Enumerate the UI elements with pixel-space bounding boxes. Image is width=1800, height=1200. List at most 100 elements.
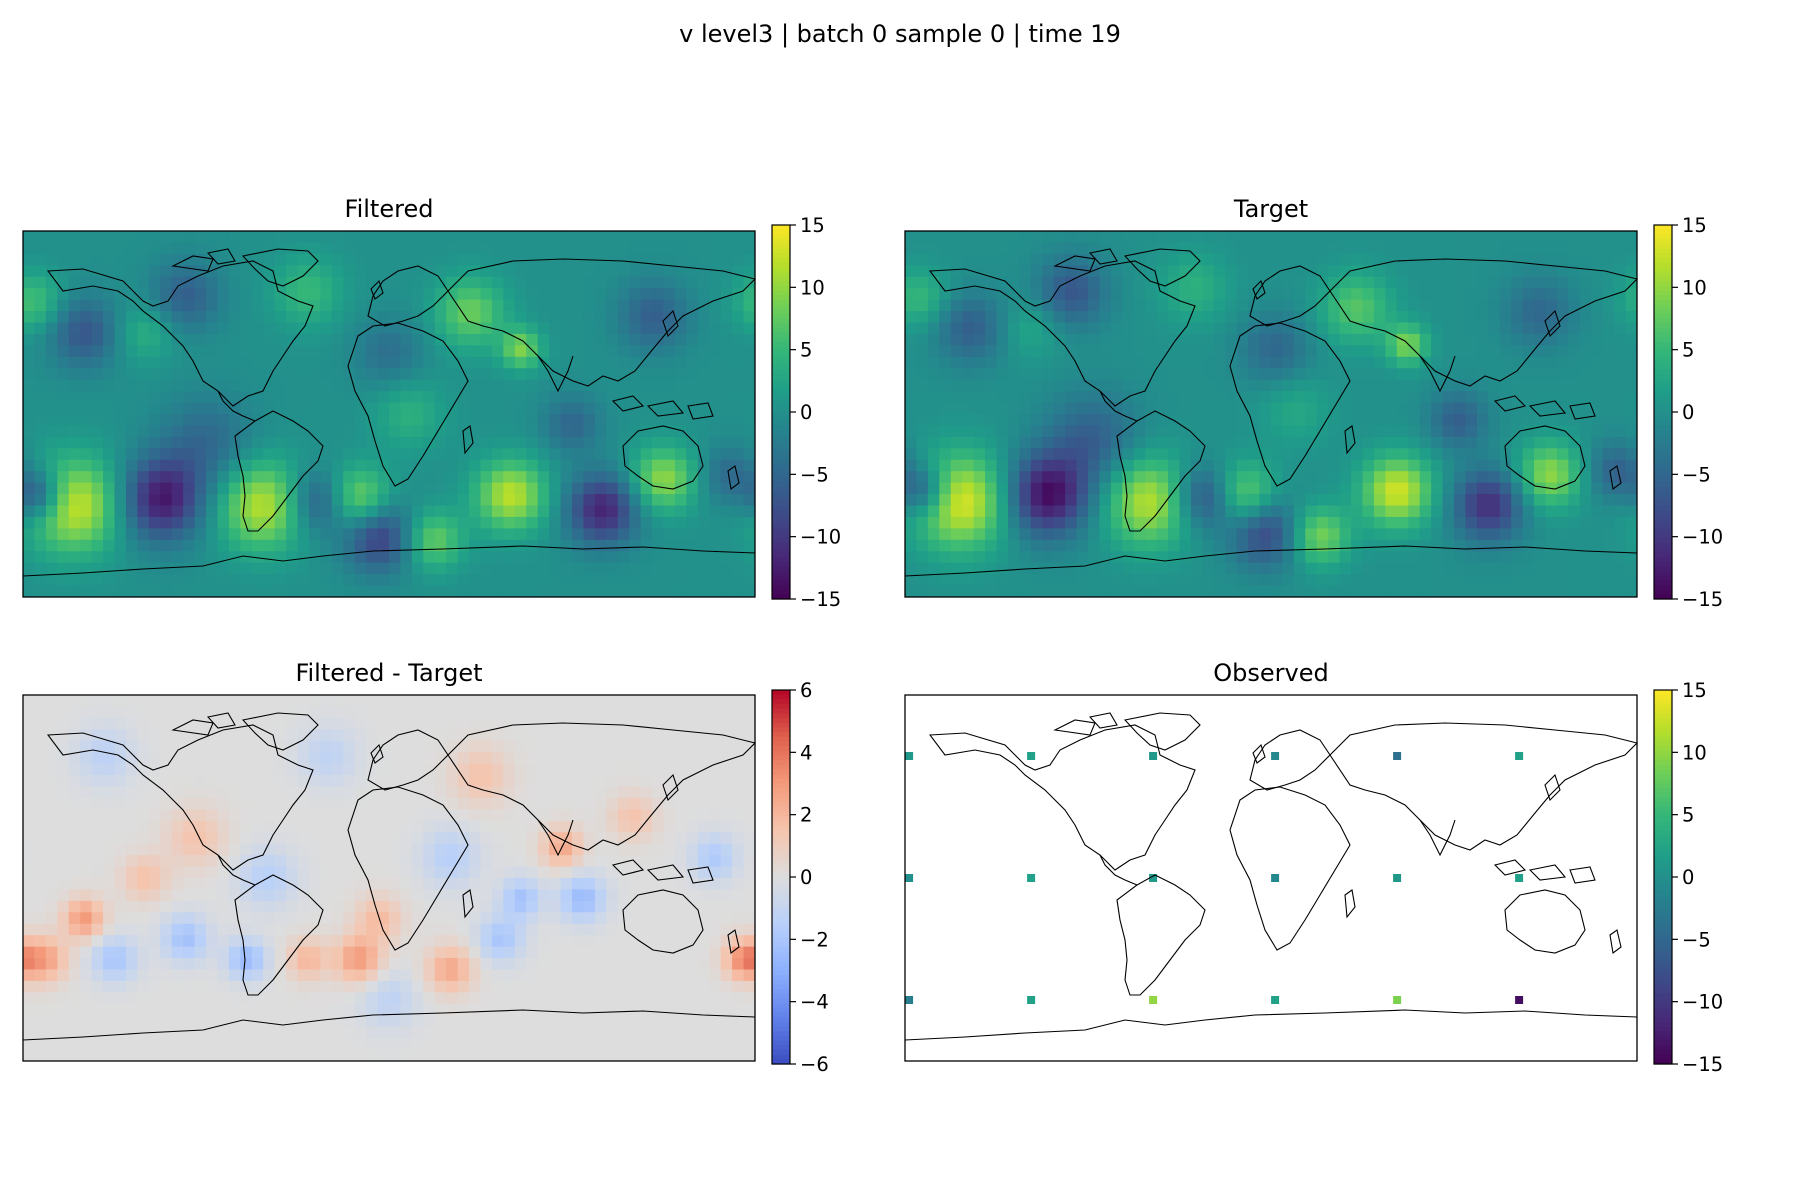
heatmap-cell (1579, 265, 1592, 278)
heatmap-cell (377, 551, 390, 564)
heatmap-cell (1110, 516, 1123, 529)
heatmap-cell (1122, 231, 1135, 244)
heatmap-cell (594, 752, 607, 765)
heatmap-cell (1236, 585, 1249, 597)
heatmap-cell (1591, 425, 1604, 438)
heatmap-cell (343, 562, 356, 575)
heatmap-cell (663, 516, 676, 529)
heatmap-cell (1351, 425, 1364, 438)
heatmap-cell (606, 459, 619, 472)
heatmap-cell (114, 459, 127, 472)
heatmap-cell (446, 494, 459, 507)
heatmap-cell (1248, 471, 1261, 484)
heatmap-cell (1076, 379, 1089, 392)
heatmap-cell (1408, 528, 1421, 541)
heatmap-cell (240, 333, 253, 346)
heatmap-cell (148, 345, 161, 358)
heatmap-cell (629, 333, 642, 346)
colorbar-segment (1654, 533, 1672, 539)
heatmap-cell (1282, 311, 1295, 324)
heatmap-cell (469, 729, 482, 742)
heatmap-cell (1213, 494, 1226, 507)
colorbar-tick-label: 15 (800, 214, 825, 237)
heatmap-cell (1282, 528, 1295, 541)
heatmap-cell (45, 459, 58, 472)
heatmap-cell (343, 311, 356, 324)
colorbar-segment (1654, 332, 1672, 338)
heatmap-cell (1168, 322, 1181, 335)
heatmap-cell (308, 528, 321, 541)
heatmap-cell (1476, 231, 1489, 244)
heatmap-cell (1614, 459, 1627, 472)
heatmap-cell (1511, 231, 1524, 244)
heatmap-cell (171, 585, 184, 597)
heatmap-cell (125, 695, 138, 708)
heatmap-cell (1591, 562, 1604, 575)
heatmap-cell (1213, 231, 1226, 244)
heatmap-cell (125, 448, 138, 461)
heatmap-cell (1614, 516, 1627, 529)
colorbar-segment (1654, 309, 1672, 315)
heatmap-cell (1225, 494, 1238, 507)
heatmap-cell (686, 333, 699, 346)
heatmap-cell (114, 368, 127, 381)
heatmap-cell (286, 528, 299, 541)
heatmap-cell (560, 299, 573, 312)
heatmap-cell (503, 809, 516, 822)
heatmap-cell (503, 276, 516, 289)
heatmap-cell (1408, 574, 1421, 587)
heatmap-cell (366, 505, 379, 518)
heatmap-cell (240, 345, 253, 358)
heatmap-cell (366, 695, 379, 708)
heatmap-cell (686, 562, 699, 575)
heatmap-cell (1362, 562, 1375, 575)
heatmap-cell (469, 717, 482, 730)
heatmap-cell (1522, 414, 1535, 427)
heatmap-cell (1579, 482, 1592, 495)
heatmap-cell (148, 574, 161, 587)
heatmap-cell (68, 562, 81, 575)
heatmap-cell (389, 717, 402, 730)
heatmap-cell (549, 516, 562, 529)
heatmap-cell (1511, 471, 1524, 484)
heatmap-cell (526, 775, 539, 788)
heatmap-cell (194, 809, 207, 822)
heatmap-cell (228, 299, 241, 312)
heatmap-cell (297, 436, 310, 449)
colorbar-segment (1654, 575, 1672, 581)
heatmap-cell (1065, 585, 1078, 597)
heatmap-cell (446, 356, 459, 369)
colorbar-segment (1654, 262, 1672, 268)
heatmap-cell (663, 288, 676, 301)
heatmap-cell (1019, 368, 1032, 381)
heatmap-cell (572, 402, 585, 415)
heatmap-cell (743, 752, 755, 765)
heatmap-cell (251, 551, 264, 564)
heatmap-cell (720, 265, 733, 278)
heatmap-cell (1339, 551, 1352, 564)
heatmap-cell (526, 551, 539, 564)
heatmap-cell (985, 379, 998, 392)
heatmap-cell (1602, 414, 1615, 427)
heatmap-cell (137, 809, 150, 822)
heatmap-cell (1042, 311, 1055, 324)
heatmap-cell (594, 706, 607, 719)
heatmap-cell (973, 425, 986, 438)
heatmap-cell (206, 695, 219, 708)
heatmap-cell (1305, 585, 1318, 597)
heatmap-cell (45, 797, 58, 810)
heatmap-cell (1385, 551, 1398, 564)
heatmap-cell (674, 551, 687, 564)
heatmap-cell (45, 391, 58, 404)
heatmap-cell (962, 333, 975, 346)
heatmap-cell (263, 253, 276, 266)
heatmap-cell (663, 253, 676, 266)
heatmap-cell (1225, 414, 1238, 427)
heatmap-cell (114, 253, 127, 266)
heatmap-cell (1110, 322, 1123, 335)
heatmap-cell (743, 706, 755, 719)
heatmap-cell (583, 539, 596, 552)
heatmap-cell (1602, 368, 1615, 381)
heatmap-cell (1351, 528, 1364, 541)
heatmap-cell (57, 242, 70, 255)
